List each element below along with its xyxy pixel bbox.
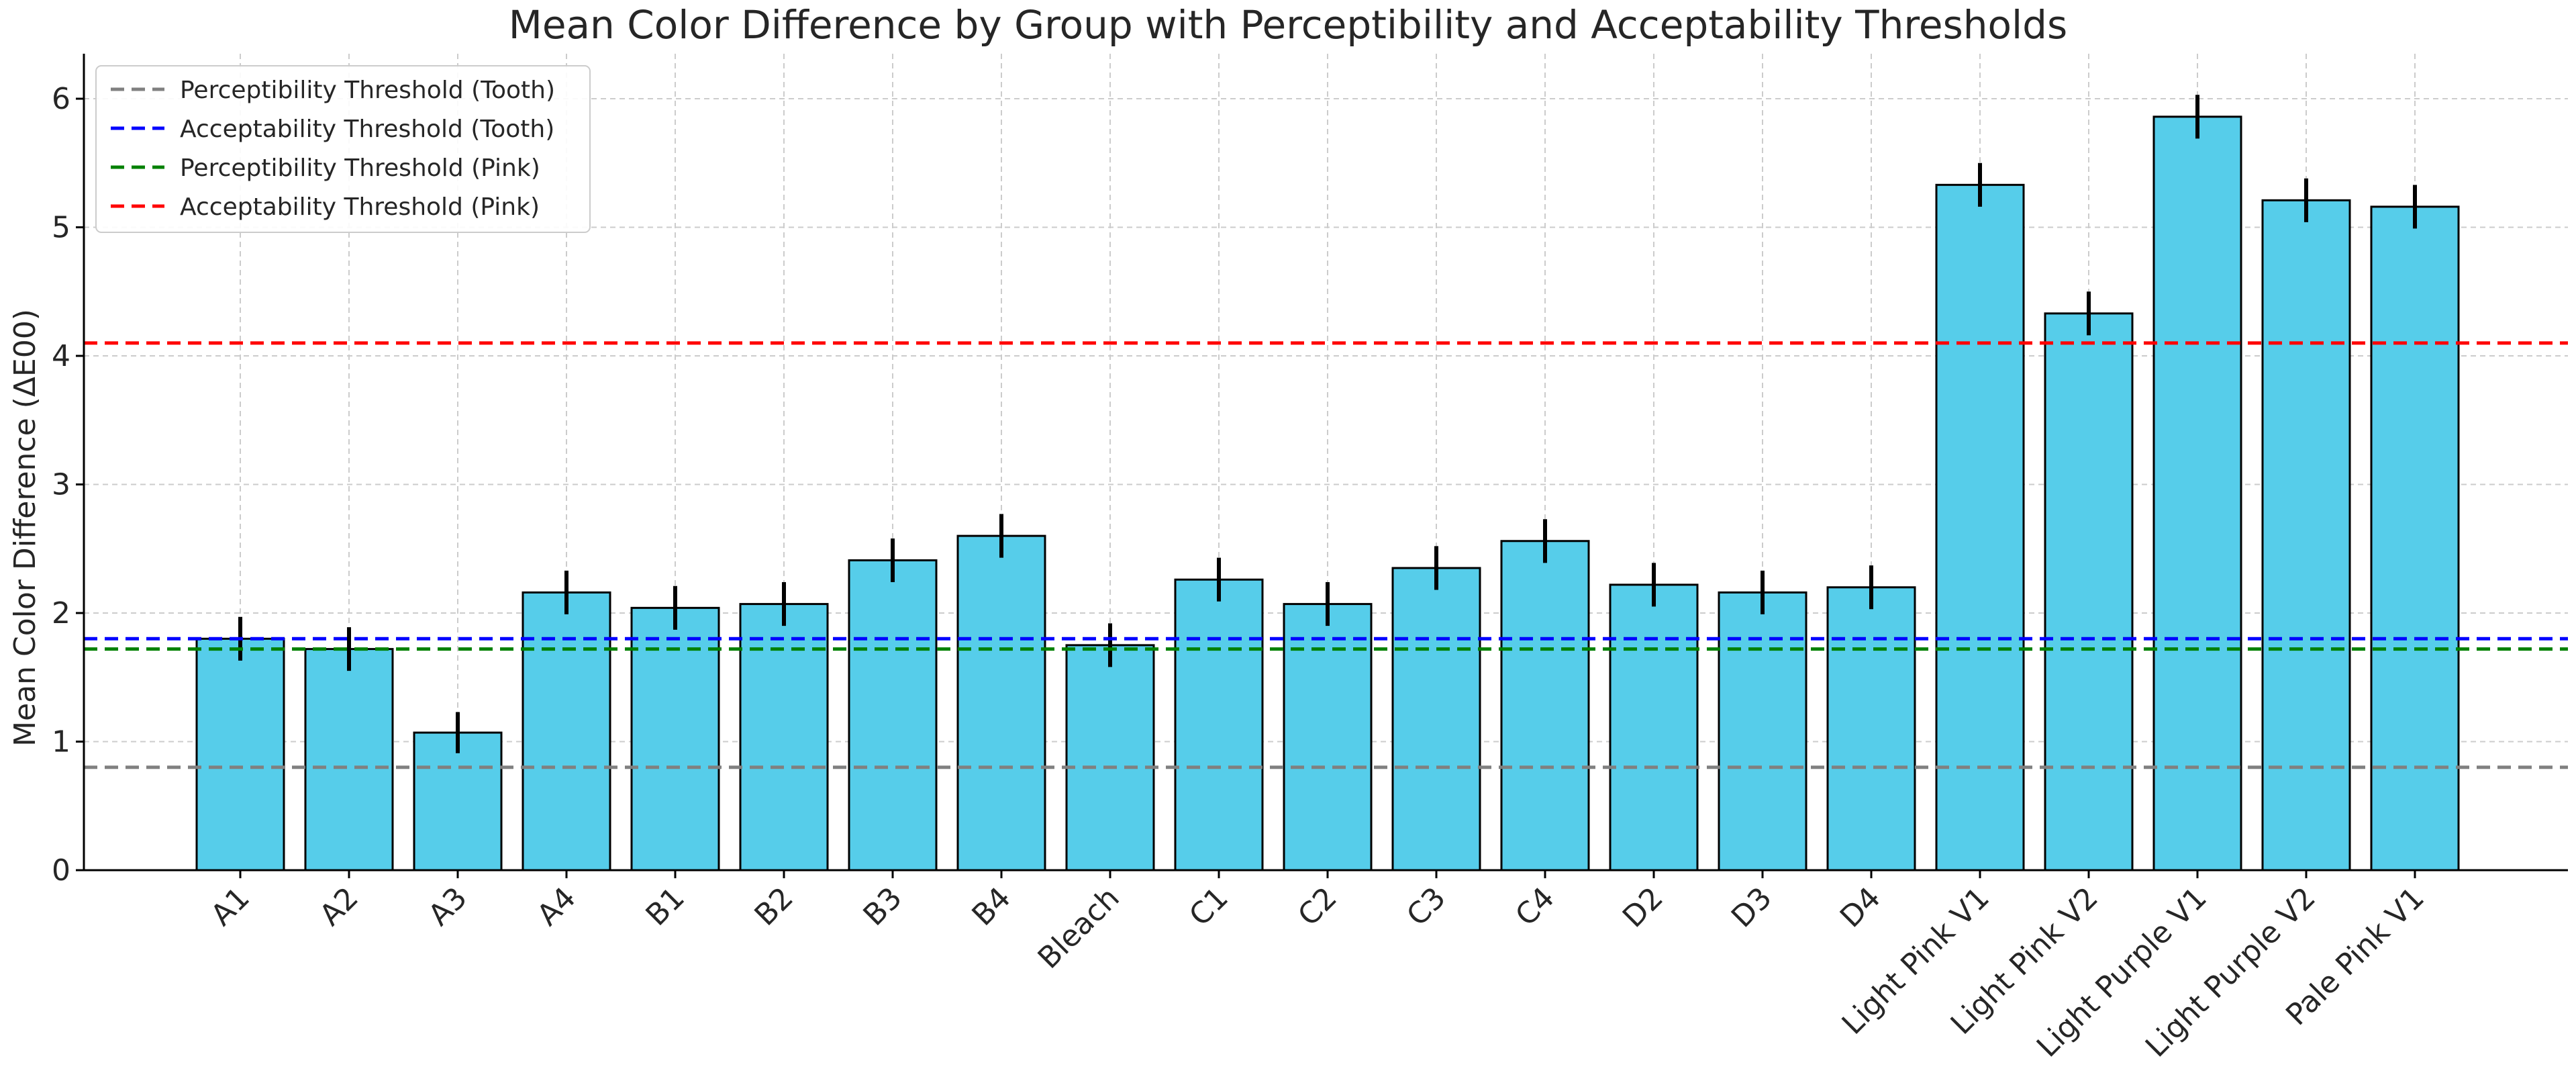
y-tick-label-5: 5 [52,211,70,245]
y-axis-label: Mean Color Difference (ΔE00) [8,309,42,747]
x-tick-label-9: C1 [1183,881,1235,933]
bars [195,115,2460,872]
y-tick-label-3: 3 [52,468,70,502]
x-tick-label-11: C3 [1400,881,1452,933]
bar-1 [304,648,394,872]
x-tick-label-2: A3 [422,881,474,933]
bar-3 [522,591,611,872]
bar-9 [1174,578,1264,872]
legend: Perceptibility Threshold (Tooth) Acceptab… [95,65,591,233]
y-ticks: 0 1 2 3 4 5 6 [52,82,84,888]
bar-2 [413,731,503,872]
bar-18 [2152,115,2242,872]
x-tick-label-5: B2 [748,881,800,933]
y-tick-label-0: 0 [52,853,70,888]
bar-12 [1500,540,1590,872]
bar-10 [1283,603,1373,872]
bar-15 [1826,586,1916,872]
x-tick-label-6: B3 [857,881,909,933]
legend-label-3: Acceptability Threshold (Pink) [180,193,540,221]
legend-label-0: Perceptibility Threshold (Tooth) [180,77,555,104]
axes [83,54,2568,872]
bar-19 [2261,199,2351,872]
bar-17 [2044,312,2134,872]
bar-20 [2370,205,2460,872]
bar-7 [956,534,1046,872]
legend-box [95,65,591,233]
y-tick-label-2: 2 [52,596,70,630]
x-ticks: A1 A2 A3 A4 B1 B2 B3 B4 Bleach C1 C2 C3 C4 D2 D3 D4Ligh… [205,870,2431,1064]
x-tick-label-4: B1 [640,881,691,933]
bar-0 [195,637,285,872]
y-tick-label-1: 1 [52,725,70,759]
legend-label-2: Perceptibility Threshold (Pink) [180,154,540,182]
x-tick-label-15: D4 [1834,881,1887,935]
bar-13 [1609,583,1699,872]
x-tick-label-13: D2 [1616,881,1670,935]
x-tick-label-1: A2 [313,881,365,933]
chart-title: Mean Color Difference by Group with Perc… [509,2,2067,48]
x-tick-label-0: A1 [205,881,256,933]
x-tick-label-3: A4 [531,881,583,933]
x-tick-label-14: D3 [1725,881,1779,935]
threshold-lines [84,341,2568,769]
bar-16 [1935,183,2025,872]
x-tick-label-12: C4 [1509,881,1561,933]
bar-4 [630,606,720,872]
bar-5 [739,603,829,872]
y-tick-label-6: 6 [52,82,70,116]
bar-11 [1391,567,1481,872]
bar-14 [1718,591,1807,872]
x-tick-label-7: B4 [966,881,1018,933]
bar-6 [848,559,938,872]
legend-label-1: Acceptability Threshold (Tooth) [180,115,554,143]
y-tick-label-4: 4 [52,339,70,373]
x-tick-label-10: C2 [1291,881,1344,933]
x-tick-label-8: Bleach [1032,881,1126,976]
bar-8 [1065,644,1155,872]
